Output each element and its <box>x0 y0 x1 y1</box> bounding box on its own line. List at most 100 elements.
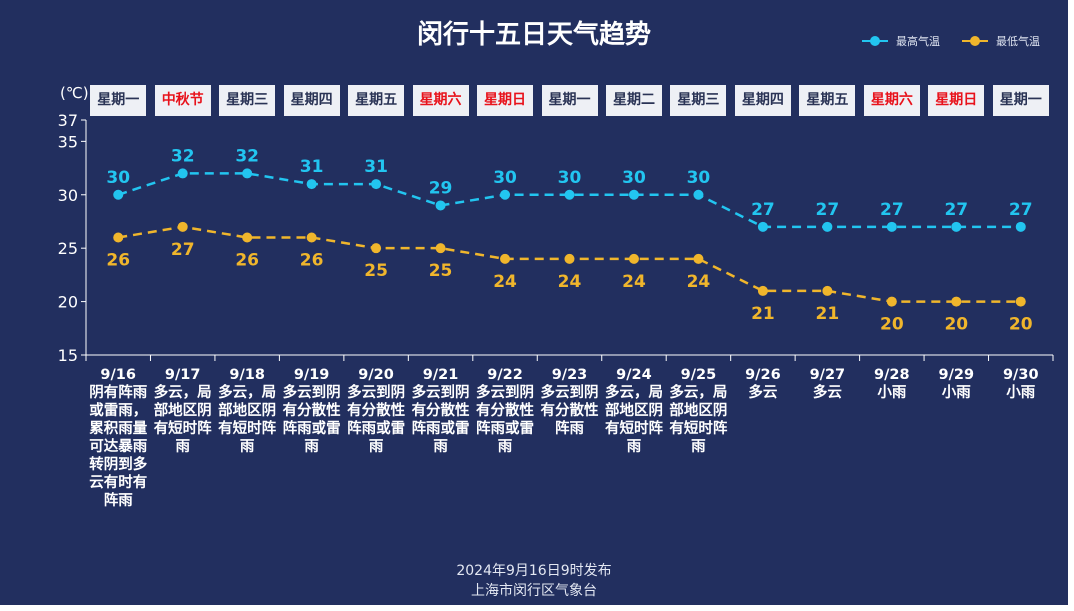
high-temp-label: 31 <box>364 157 388 177</box>
low-temp-point <box>951 296 962 307</box>
weather-description: 小雨 <box>877 385 907 401</box>
high-temp-point <box>306 179 317 190</box>
y-tick-label: 25 <box>58 239 78 258</box>
low-temp-point <box>693 253 704 264</box>
weather-cell: 9/17 多云，局部地区阴有短时阵雨 <box>150 366 216 456</box>
low-temp-label: 20 <box>880 315 904 335</box>
high-temp-label: 27 <box>880 200 904 220</box>
y-tick-label: 20 <box>58 293 78 312</box>
weather-description: 小雨 <box>1006 385 1036 401</box>
weather-description: 多云到阴有分散性阵雨或雷雨 <box>476 385 535 455</box>
weather-cell: 9/29 小雨 <box>923 366 989 402</box>
x-tick-label: 9/17 <box>164 367 201 383</box>
weather-cell: 9/21 多云到阴有分散性阵雨或雷雨 <box>408 366 474 456</box>
low-temp-label: 20 <box>944 315 968 335</box>
x-tick-label: 9/23 <box>551 367 588 383</box>
weekday-label: 星期二 <box>605 85 662 116</box>
x-tick-label: 9/19 <box>293 367 330 383</box>
y-axis-unit: (℃) <box>60 84 89 102</box>
low-temp-point <box>435 243 446 254</box>
weather-cell: 9/26 多云 <box>730 366 796 402</box>
low-temp-label: 24 <box>558 272 582 292</box>
y-tick-label: 37 <box>58 111 78 130</box>
low-temp-label: 24 <box>687 272 711 292</box>
high-temp-point <box>177 168 188 179</box>
y-tick-label: 15 <box>58 346 78 365</box>
weather-description: 多云，局部地区阴有短时阵雨 <box>669 385 728 455</box>
weekday-label: 星期一 <box>992 85 1049 116</box>
x-tick-label: 9/22 <box>487 367 523 383</box>
weekday-label: 星期五 <box>348 85 405 116</box>
high-temp-point <box>371 179 382 190</box>
low-temp-point <box>822 285 833 296</box>
legend-marker-low <box>962 36 988 46</box>
high-temp-label: 27 <box>816 200 840 220</box>
low-temp-label: 26 <box>106 251 130 271</box>
high-temp-label: 32 <box>235 146 259 166</box>
y-tick-label: 30 <box>58 186 78 205</box>
publisher: 上海市闵行区气象台 <box>471 583 597 599</box>
high-temp-label: 27 <box>1009 200 1033 220</box>
high-temp-point <box>564 189 575 200</box>
weather-cell: 9/27 多云 <box>794 366 860 402</box>
weather-cell: 9/22 多云到阴有分散性阵雨或雷雨 <box>472 366 538 456</box>
high-temp-label: 30 <box>687 168 711 188</box>
x-tick-label: 9/18 <box>229 367 265 383</box>
high-temp-label: 30 <box>622 168 646 188</box>
weather-cell: 9/30 小雨 <box>988 366 1054 402</box>
low-temp-point <box>500 253 511 264</box>
high-temp-point <box>113 189 124 200</box>
weather-description: 多云，局部地区阴有短时阵雨 <box>604 385 663 455</box>
low-temp-label: 21 <box>816 304 840 324</box>
weekday-label: 星期日 <box>928 85 985 116</box>
weather-description: 多云到阴有分散性阵雨或雷雨 <box>411 385 470 455</box>
high-temp-point <box>1015 221 1026 232</box>
low-temp-point <box>628 253 639 264</box>
weather-description: 多云，局部地区阴有短时阵雨 <box>218 385 277 455</box>
weather-description: 多云 <box>812 385 842 401</box>
weather-cell: 9/16 阴有阵雨或雷雨，累积雨量可达暴雨转阴到多云有时有阵雨 <box>85 366 151 510</box>
legend-item-high[interactable]: 最高气温 <box>862 33 940 49</box>
weather-cell: 9/23 多云到阴有分散性阵雨 <box>537 366 603 438</box>
low-temp-point <box>306 232 317 243</box>
weekday-label: 星期五 <box>799 85 856 116</box>
high-temp-point <box>242 168 253 179</box>
high-temp-point <box>628 189 639 200</box>
x-tick-label: 9/27 <box>809 367 846 383</box>
low-temp-label: 24 <box>493 272 517 292</box>
weather-description: 多云到阴有分散性阵雨 <box>540 385 599 437</box>
high-temp-label: 30 <box>558 168 582 188</box>
chart-title: 闵行十五日天气趋势 <box>416 20 651 50</box>
weekday-label: 星期日 <box>477 85 534 116</box>
weekday-label: 星期一 <box>90 85 147 116</box>
weather-description: 多云到阴有分散性阵雨或雷雨 <box>282 385 341 455</box>
low-temp-point <box>371 243 382 254</box>
low-temp-label: 24 <box>622 272 646 292</box>
legend-item-low[interactable]: 最低气温 <box>962 33 1040 49</box>
weekday-label: 星期一 <box>541 85 598 116</box>
low-temp-point <box>1015 296 1026 307</box>
weekday-label: 星期四 <box>734 85 791 116</box>
low-temp-point <box>242 232 253 243</box>
weather-description: 阴有阵雨或雷雨，累积雨量可达暴雨转阴到多云有时有阵雨 <box>89 385 148 509</box>
low-temp-point <box>886 296 897 307</box>
low-temp-point <box>177 221 188 232</box>
low-temp-label: 20 <box>1009 315 1033 335</box>
x-tick-label: 9/21 <box>422 367 459 383</box>
weekday-label: 星期六 <box>412 85 469 116</box>
low-temp-point <box>564 253 575 264</box>
low-temp-label: 26 <box>300 251 324 271</box>
weather-cell: 9/19 多云到阴有分散性阵雨或雷雨 <box>279 366 345 456</box>
x-tick-label: 9/30 <box>1002 367 1039 383</box>
high-temp-label: 31 <box>300 157 324 177</box>
weather-cell: 9/18 多云，局部地区阴有短时阵雨 <box>214 366 280 456</box>
low-temp-point <box>113 232 124 243</box>
high-temp-point <box>435 200 446 211</box>
weekday-label: 星期三 <box>219 85 276 116</box>
low-temp-label: 27 <box>171 240 195 260</box>
weekday-label: 星期三 <box>670 85 727 116</box>
legend-label-low: 最低气温 <box>996 35 1040 48</box>
weather-cell: 9/24 多云，局部地区阴有短时阵雨 <box>601 366 667 456</box>
high-temp-point <box>951 221 962 232</box>
